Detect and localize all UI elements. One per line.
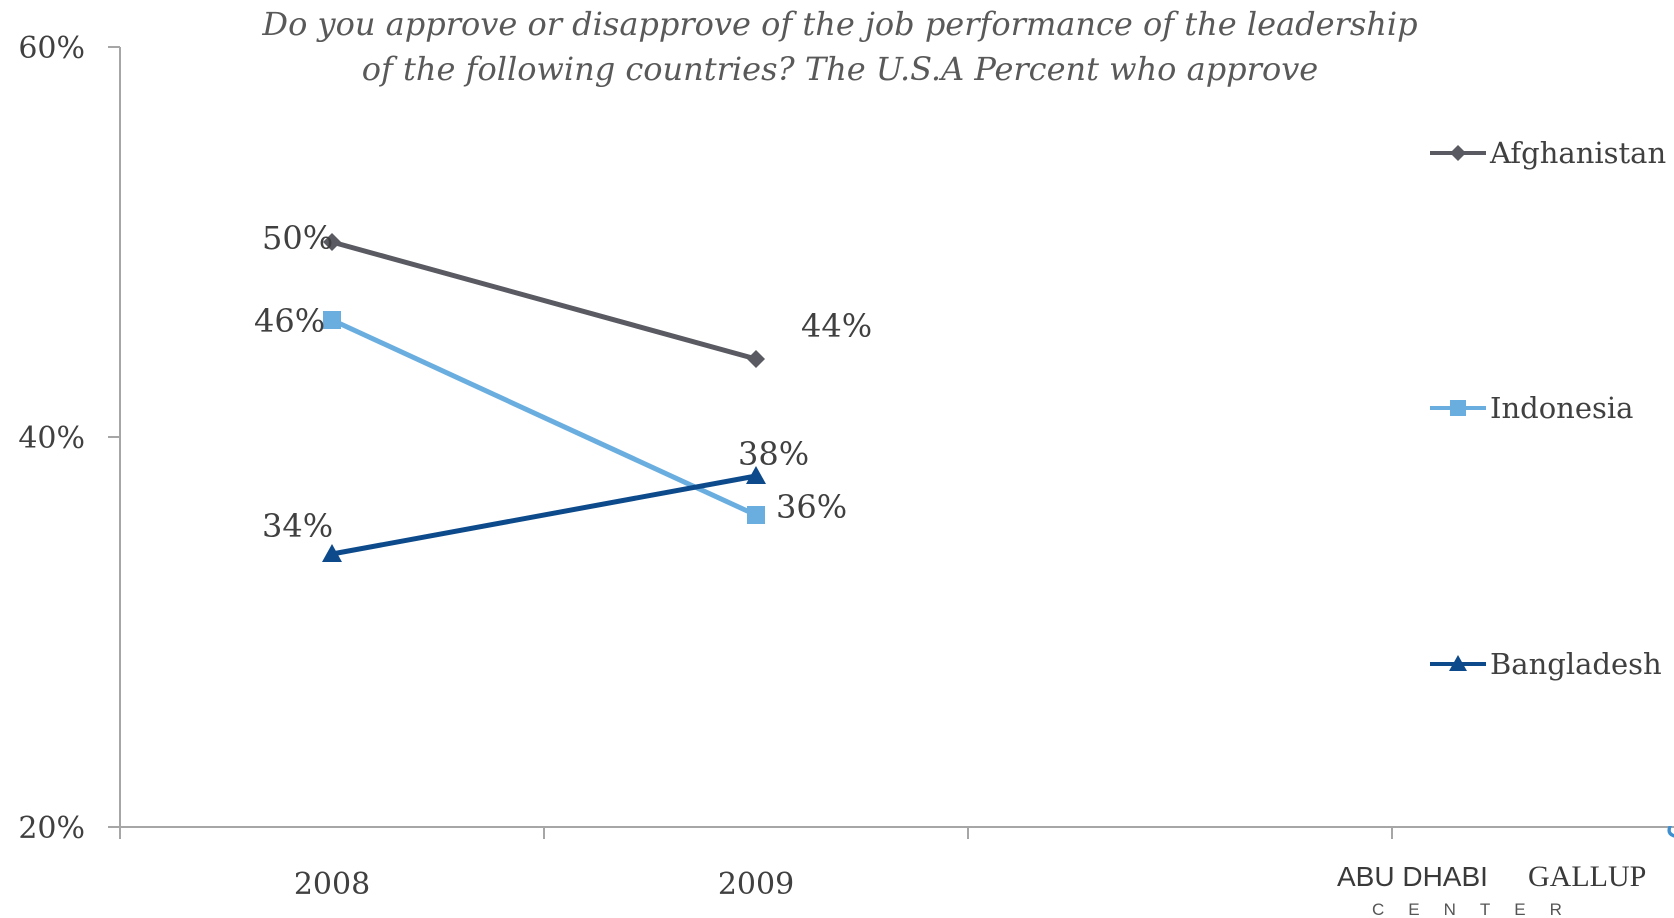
data-label: 50%	[262, 219, 333, 257]
series-lines: 50% 44% 46% 36% 34% 38%	[254, 219, 872, 562]
logo-arabic-text: مر كز غالوب أبو ظبي	[1665, 795, 1674, 843]
data-label: 44%	[801, 307, 872, 345]
series-bangladesh: 34% 38%	[262, 435, 809, 562]
y-axis-ticks: 20% 40% 60%	[18, 31, 120, 846]
series-afghanistan: 50% 44%	[262, 219, 872, 368]
chart-title: Do you approve or disapprove of the job …	[261, 5, 1417, 88]
chart-title-line-2: of the following countries? The U.S.A Pe…	[362, 50, 1318, 88]
chart-title-line-1: Do you approve or disapprove of the job …	[261, 5, 1417, 43]
legend-swatch-marker	[1450, 400, 1466, 416]
legend-item-bangladesh: Bangladesh	[1430, 647, 1662, 681]
data-point-marker	[323, 233, 341, 251]
legend-swatch-marker	[1449, 655, 1467, 671]
legend: Afghanistan Indonesia Bangladesh	[1430, 136, 1666, 681]
y-tick-label: 20%	[18, 811, 85, 846]
x-axis-ticks: 2008 2009	[119, 827, 1393, 902]
y-tick-label: 40%	[18, 421, 85, 456]
legend-label: Indonesia	[1490, 391, 1633, 425]
x-tick-label: 2008	[294, 867, 370, 902]
data-point-marker	[323, 311, 341, 329]
data-label: 38%	[738, 435, 809, 473]
data-point-marker	[747, 350, 765, 368]
axes	[119, 47, 1674, 828]
logo-center-text: CENTER	[1372, 900, 1586, 918]
legend-item-afghanistan: Afghanistan	[1430, 136, 1666, 170]
logo-gallup-text: GALLUP	[1528, 860, 1646, 893]
series-indonesia: 46% 36%	[254, 302, 847, 526]
data-label: 46%	[254, 302, 325, 340]
abu-dhabi-gallup-logo: مر كز غالوب أبو ظبي ABU DHABI GALLUP CEN…	[1337, 795, 1674, 918]
y-tick-label: 60%	[18, 31, 85, 66]
data-point-marker	[746, 466, 766, 484]
logo-abu-dhabi-text: ABU DHABI	[1337, 861, 1488, 892]
series-line	[330, 317, 758, 518]
series-line	[331, 239, 757, 362]
data-point-marker	[322, 544, 342, 562]
data-point-marker	[747, 506, 765, 524]
legend-swatch-marker	[1450, 145, 1466, 161]
x-tick-label: 2009	[718, 867, 794, 902]
series-line	[331, 473, 757, 557]
data-label: 36%	[776, 488, 847, 526]
legend-item-indonesia: Indonesia	[1430, 391, 1633, 425]
legend-label: Bangladesh	[1490, 647, 1662, 681]
data-label: 34%	[262, 507, 333, 545]
legend-label: Afghanistan	[1489, 136, 1666, 170]
